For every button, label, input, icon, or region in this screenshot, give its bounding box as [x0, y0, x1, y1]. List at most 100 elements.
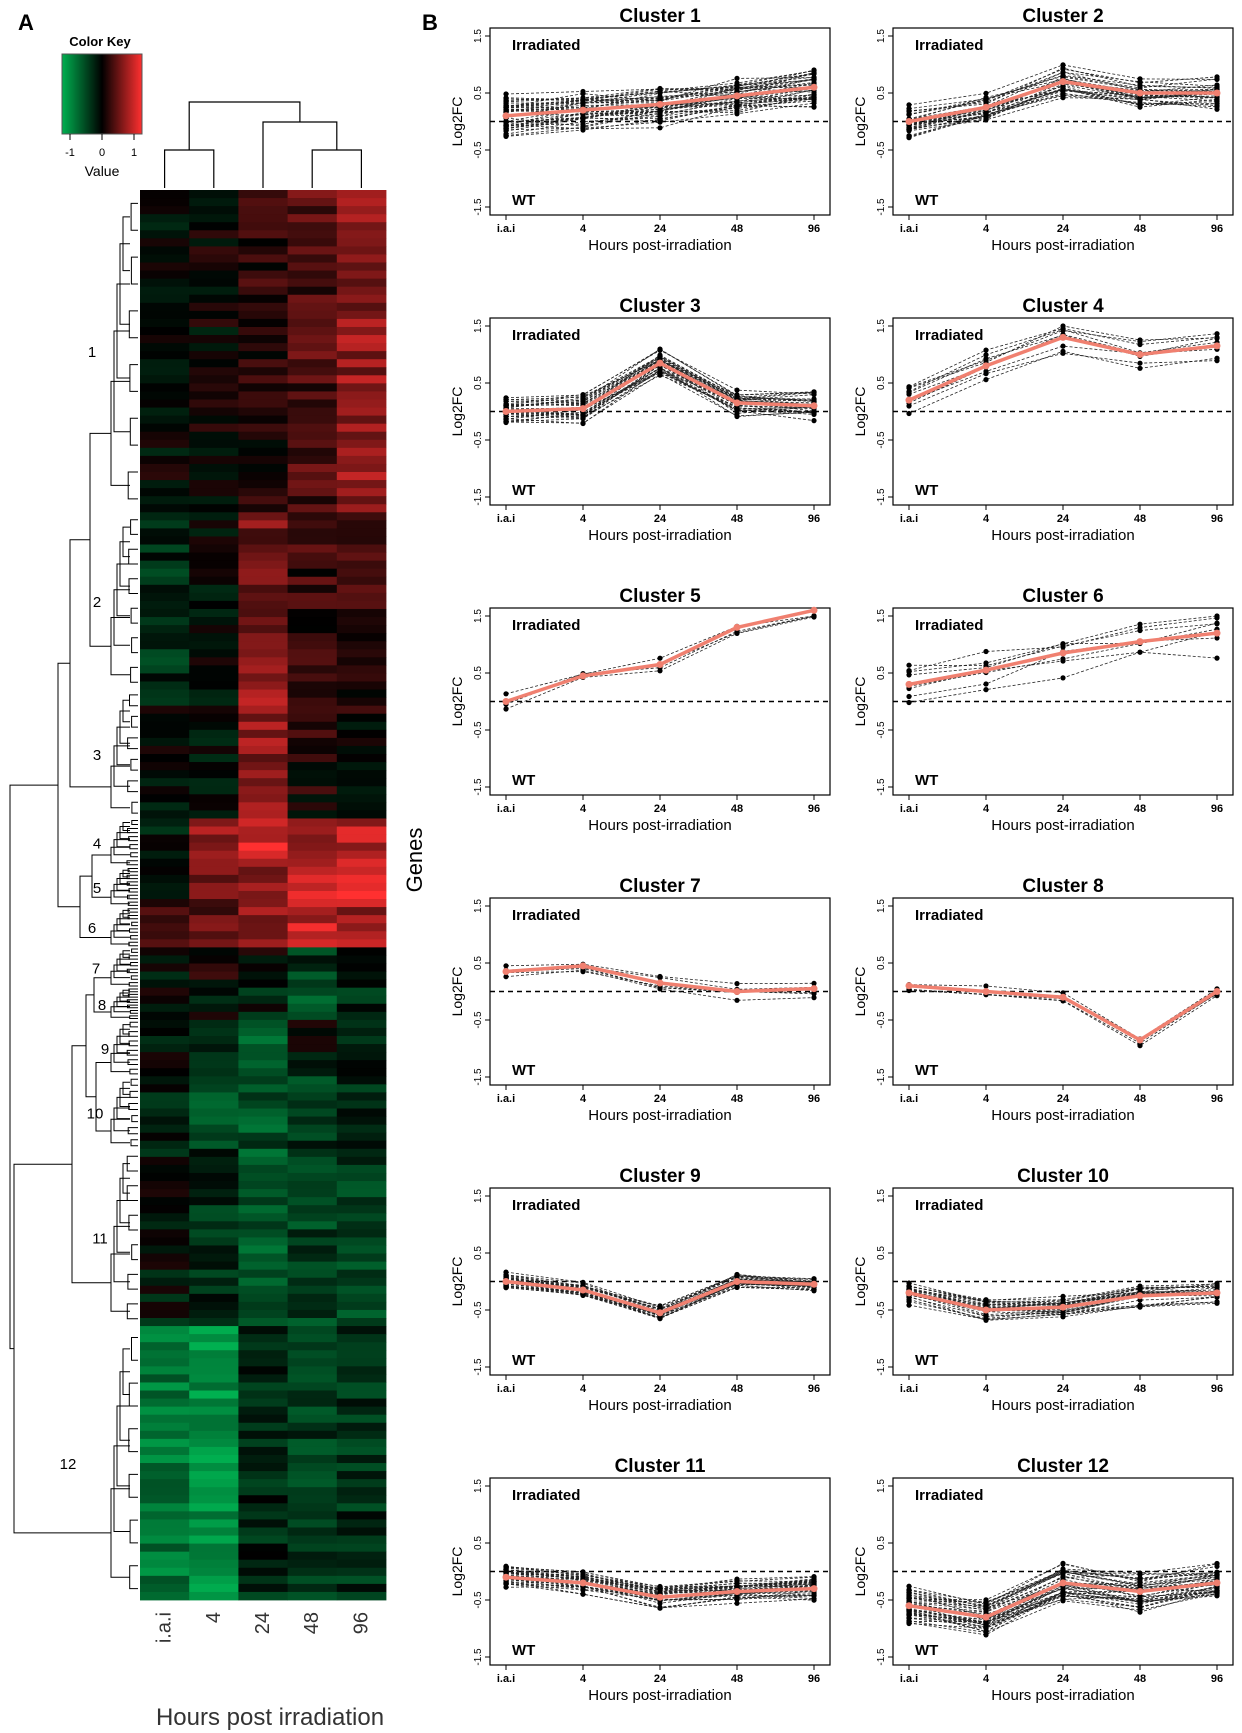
y-tick-label: 1.5 [473, 1189, 484, 1203]
heatmap-cell [287, 729, 338, 739]
heatmap-cell [287, 657, 338, 666]
dendrogram-branch [129, 1068, 138, 1075]
x-tick-label: 4 [983, 513, 990, 525]
heatmap-cell [189, 576, 239, 586]
heatmap-column-label: i.a.i [154, 1612, 176, 1643]
gene-point [580, 420, 586, 426]
heatmap-cell [189, 858, 239, 868]
gene-point [1060, 658, 1066, 664]
heatmap-cell [336, 1567, 387, 1577]
heatmap-cell [238, 705, 288, 715]
heatmap-cell [238, 302, 288, 312]
cluster-mean-point [656, 1309, 664, 1317]
heatmap-cell [189, 826, 239, 835]
x-tick-label: i.a.i [900, 223, 918, 235]
heatmap-cell [189, 439, 239, 449]
gene-point [906, 133, 912, 139]
heatmap-cell [189, 326, 239, 336]
y-tick-label: -1.5 [473, 1358, 484, 1376]
x-tick-label: i.a.i [497, 513, 515, 525]
heatmap-cell [238, 1551, 288, 1561]
gene-point [657, 1586, 663, 1592]
heatmap-cell [336, 858, 387, 868]
heatmap-cell [336, 1503, 387, 1512]
heatmap-cell [140, 359, 190, 368]
heatmap-cell [287, 1583, 338, 1593]
heatmap-cell [336, 931, 387, 940]
heatmap-cell [238, 1358, 288, 1367]
cluster-mean-point [1059, 78, 1067, 86]
gene-point [503, 100, 509, 106]
cluster-panel-title: Cluster 2 [1022, 6, 1103, 27]
heatmap-cell [336, 592, 387, 602]
heatmap-cell [287, 198, 338, 207]
heatmap-cell [140, 673, 190, 682]
heatmap-cell [336, 1406, 387, 1416]
heatmap-cell [287, 995, 338, 1005]
gene-profile-line [505, 364, 815, 417]
heatmap-cell [189, 463, 239, 473]
heatmap-cell [189, 1511, 239, 1520]
heatmap-cell [189, 874, 239, 884]
gene-profile-line [908, 89, 1218, 125]
heatmap-cell [189, 1076, 239, 1085]
dendrogram-branch [131, 801, 138, 814]
heatmap-cell [336, 206, 387, 215]
heatmap-cell [238, 1044, 288, 1053]
heatmap-cell [140, 254, 190, 263]
heatmap-cell [336, 375, 387, 384]
heatmap-cell [189, 923, 239, 932]
heatmap-cell [140, 1527, 190, 1536]
heatmap-cell [287, 1479, 338, 1488]
heatmap-cell [189, 1036, 239, 1045]
gene-point [1137, 102, 1143, 108]
heatmap-cell [287, 1132, 338, 1142]
heatmap-cell [287, 1398, 338, 1408]
heatmap-cell [238, 1011, 288, 1021]
cluster-mean-point [1136, 1588, 1144, 1595]
heatmap-cell [238, 1390, 288, 1399]
heatmap-cell [336, 1003, 387, 1013]
heatmap-cell [238, 423, 288, 433]
gene-profile-line [505, 82, 815, 124]
gene-point [1137, 365, 1143, 371]
heatmap-cell [140, 318, 190, 328]
heatmap-cell [287, 689, 338, 698]
heatmap-cell [189, 254, 239, 263]
gene-point [811, 409, 817, 415]
heatmap-cell [287, 1068, 338, 1077]
gene-point [983, 347, 989, 353]
cluster-number-label: 7 [92, 961, 100, 978]
heatmap-cell [140, 697, 190, 707]
heatmap-cell [140, 802, 190, 811]
heatmap-cell [189, 423, 239, 433]
x-tick-label: 4 [580, 513, 587, 525]
heatmap-cell [140, 552, 190, 562]
cluster-mean-point [982, 666, 990, 674]
heatmap-cell [140, 1398, 190, 1408]
heatmap-cell [140, 1358, 190, 1367]
gene-point [1137, 80, 1143, 86]
heatmap-cell [336, 649, 387, 658]
cluster-number-label: 3 [93, 747, 101, 764]
heatmap-cell [189, 1422, 239, 1432]
cluster-mean-point [982, 1306, 990, 1314]
wt-annotation: WT [915, 192, 938, 209]
heatmap-cell [287, 528, 338, 537]
cluster-mean-point [733, 399, 741, 407]
heatmap-cell [238, 278, 288, 288]
heatmap-cell [336, 439, 387, 449]
heatmap-cell [238, 858, 288, 868]
dendrogram-branch [128, 1214, 138, 1231]
dendrogram-branch [130, 975, 138, 980]
heatmap-cell [140, 584, 190, 594]
heatmap-cell [140, 214, 190, 223]
heatmap-cell [336, 842, 387, 852]
gene-point [580, 88, 586, 95]
heatmap-cell [336, 1583, 387, 1593]
heatmap-cell [140, 915, 190, 924]
heatmap-cell [238, 625, 288, 634]
heatmap-cell [238, 447, 288, 457]
y-tick-label: 0.5 [876, 1536, 887, 1550]
heatmap-cell [189, 681, 239, 690]
